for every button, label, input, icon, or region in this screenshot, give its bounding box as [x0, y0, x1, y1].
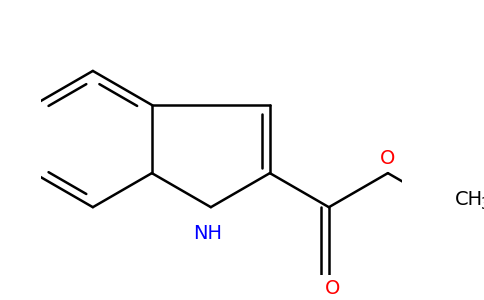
- Text: O: O: [380, 149, 395, 168]
- Text: O: O: [325, 279, 340, 298]
- Circle shape: [373, 158, 403, 188]
- Circle shape: [314, 260, 344, 290]
- Text: 3: 3: [481, 197, 484, 212]
- Text: CH: CH: [455, 190, 483, 208]
- Circle shape: [196, 192, 226, 222]
- Text: NH: NH: [193, 224, 222, 243]
